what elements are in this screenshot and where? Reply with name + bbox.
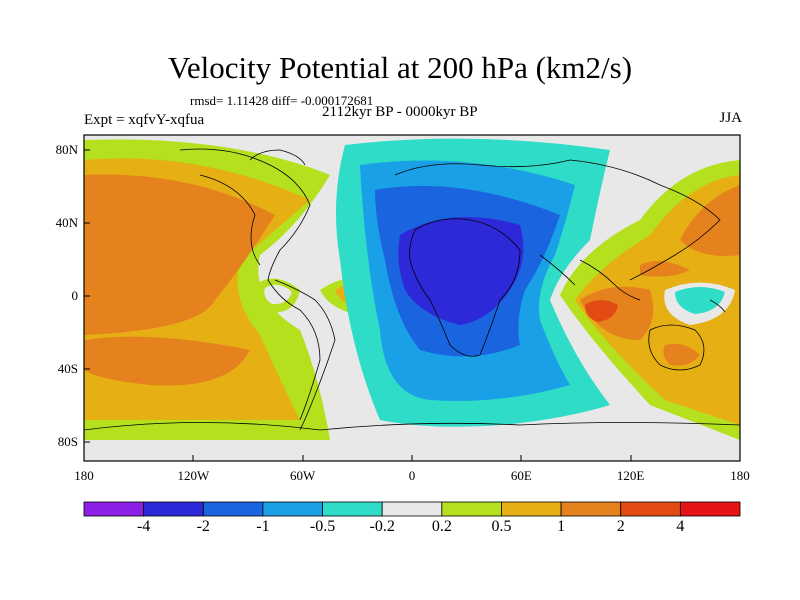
colorbar [83, 501, 741, 517]
colorbar-label: -1 [256, 518, 270, 535]
pacific-positive-1 [84, 174, 275, 335]
x-tick-label: 60W [290, 468, 316, 483]
colorbar-label: 4 [676, 518, 685, 535]
period-label: 2112kyr BP - 0000kyr BP [322, 104, 478, 120]
colorbar-swatch [560, 501, 622, 517]
colorbar-label: 2 [616, 518, 625, 535]
x-tick-label: 120W [177, 468, 210, 483]
colorbar-label: 1 [557, 518, 566, 535]
colorbar-swatch [620, 501, 681, 517]
experiment-label: Expt = xqfvY-xqfua [84, 112, 205, 128]
colorbar-swatch [83, 501, 145, 517]
x-tick-label: 60E [510, 468, 532, 483]
y-tick-label: 80S [57, 434, 78, 449]
colorbar-label: 0.5 [491, 518, 512, 535]
colorbar-swatch [441, 501, 502, 517]
tick-marks [83, 149, 741, 461]
wpac-hole-neg0.2 [675, 287, 725, 314]
colorbar-swatch [143, 501, 204, 517]
colorbar-label: -2 [196, 518, 210, 535]
colorbar-swatch [202, 501, 264, 517]
colorbar-label: -4 [136, 518, 151, 535]
x-tick-label: 180 [730, 468, 750, 483]
x-tick-label: 180 [74, 468, 94, 483]
x-tick-label: 120E [616, 468, 645, 483]
colorbar-swatch [679, 501, 741, 517]
y-tick-label: 80N [55, 142, 78, 157]
y-tick-label: 40N [55, 215, 78, 230]
wpac-positive-1b [640, 261, 690, 277]
caribbean-ring-0 [264, 284, 292, 305]
colorbar-swatch [381, 501, 443, 517]
colorbar-swatch [322, 501, 383, 517]
contour-field [84, 135, 740, 461]
colorbar-swatch [501, 501, 562, 517]
colorbar-label: -0.5 [309, 518, 336, 535]
wpac-positive-1 [680, 185, 740, 256]
season-label: JJA [719, 110, 742, 126]
x-tick-label: 0 [408, 468, 416, 483]
coastlines [84, 148, 740, 431]
colorbar-label: -0.2 [369, 518, 395, 535]
colorbar-swatch [262, 501, 323, 517]
y-tick-label: 40S [57, 361, 78, 376]
colorbar-label: 0.2 [431, 518, 452, 535]
africa-negative-2 [398, 217, 524, 325]
rmsd-diff-stats: rmsd= 1.11428 diff= -0.000172681 [190, 93, 374, 108]
indian-positive-1 [580, 286, 654, 340]
plot-title: Velocity Potential at 200 hPa (km2/s) [167, 50, 633, 85]
indian-positive-2 [585, 300, 618, 322]
pacific-positive-1b [84, 336, 250, 386]
y-tick-label: 0 [71, 288, 79, 303]
aus-positive-1 [663, 343, 700, 366]
